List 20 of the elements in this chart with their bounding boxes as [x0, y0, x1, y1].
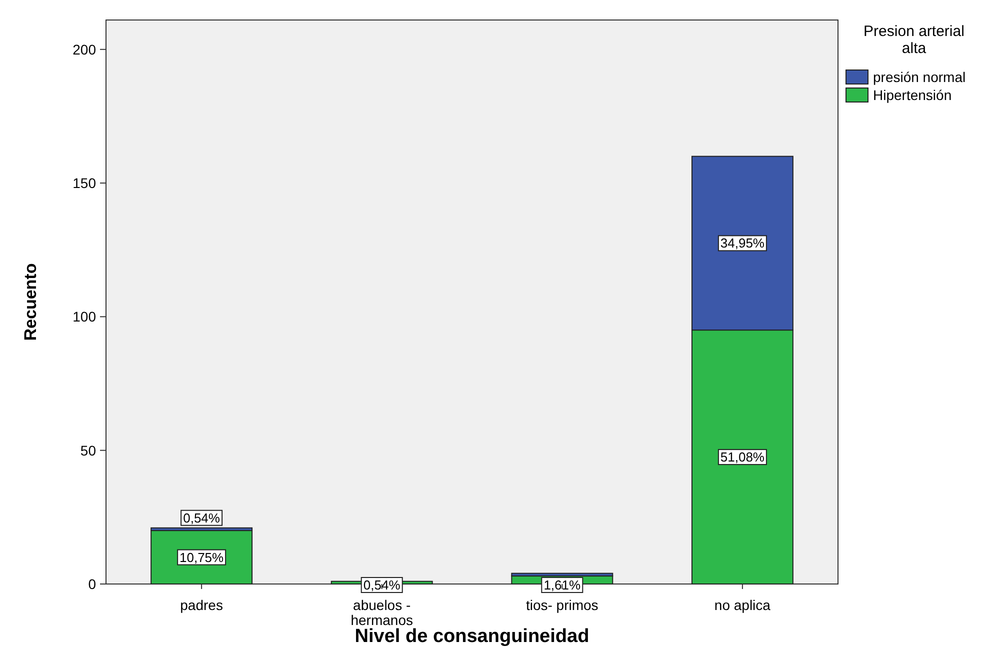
legend-title: Presion arterial alta: [864, 23, 964, 57]
y-tick-label: 150: [72, 175, 96, 192]
annotation: 0,54%: [363, 578, 401, 592]
x-tick-label: no aplica: [714, 597, 771, 613]
y-axis-title: Recuento: [21, 263, 40, 341]
x-tick-label: tios- primos: [526, 597, 598, 613]
y-tick-label: 200: [72, 41, 96, 58]
annotation: 34,95%: [720, 236, 765, 251]
x-tick-label: abuelos - hermanos: [350, 597, 413, 628]
y-tick-label: 100: [72, 308, 96, 325]
annotation: 10,75%: [180, 550, 224, 565]
x-tick-label: padres: [180, 597, 223, 613]
annotation: 1,61%: [544, 578, 582, 592]
legend-label: presión normal: [873, 69, 966, 85]
y-tick-label: 0: [88, 576, 96, 592]
x-axis-title: Nivel de consanguineidad: [354, 626, 590, 647]
legend-label: Hipertensión: [873, 87, 952, 103]
annotation: 0,54%: [183, 510, 220, 526]
y-tick-label: 50: [80, 442, 96, 458]
annotation: 51,08%: [720, 450, 765, 465]
